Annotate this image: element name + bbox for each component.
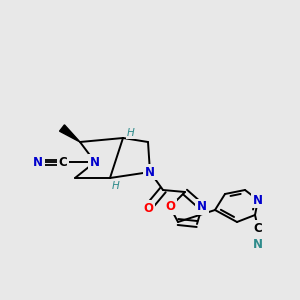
Polygon shape [59, 125, 80, 142]
Text: N: N [90, 155, 100, 169]
Text: C: C [58, 155, 68, 169]
Text: C: C [254, 221, 262, 235]
Text: H: H [112, 181, 120, 191]
Text: N: N [253, 238, 263, 250]
Text: N: N [253, 194, 263, 206]
Text: N: N [145, 166, 155, 178]
Text: O: O [165, 200, 175, 214]
Text: N: N [33, 155, 43, 169]
Text: H: H [127, 128, 135, 138]
Text: N: N [197, 200, 207, 214]
Text: O: O [143, 202, 153, 214]
